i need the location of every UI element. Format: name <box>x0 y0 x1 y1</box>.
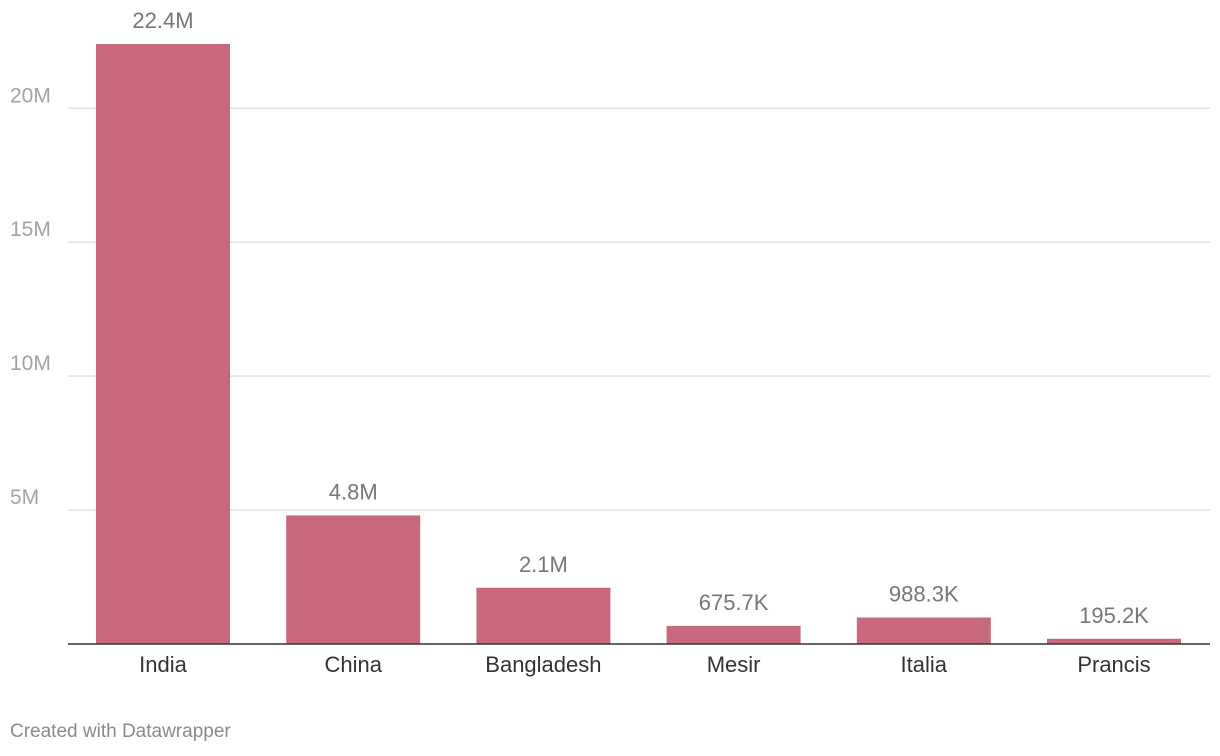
bar <box>856 617 991 644</box>
bars <box>96 44 1181 644</box>
bar-chart: 5M 10M 15M 20M India China Bangladesh Mesir Ita… <box>10 8 1210 677</box>
y-tick-label: 5M <box>10 486 39 509</box>
data-labels: 22.4M 4.8M 2.1M 675.7K 988.3K 195.2K <box>132 8 1149 628</box>
bar <box>286 515 421 644</box>
x-tick-label: China <box>324 652 382 677</box>
x-tick-label: Prancis <box>1077 652 1150 677</box>
data-label: 2.1M <box>519 552 568 577</box>
x-axis-tick-labels: India China Bangladesh Mesir Italia Prancis <box>139 652 1151 677</box>
y-tick-label: 10M <box>10 352 51 375</box>
y-axis-tick-labels: 5M 10M 15M 20M <box>10 84 51 509</box>
x-tick-label: Bangladesh <box>485 652 601 677</box>
y-tick-label: 20M <box>10 84 51 107</box>
x-tick-label: India <box>139 652 187 677</box>
bar <box>666 625 801 644</box>
grid-lines <box>68 107 1210 511</box>
bar <box>96 44 230 644</box>
data-label: 195.2K <box>1079 603 1149 628</box>
data-label: 988.3K <box>889 582 959 607</box>
credit-text: Created with Datawrapper <box>10 721 231 742</box>
bar <box>476 587 611 644</box>
x-tick-label: Mesir <box>707 652 761 677</box>
data-label: 22.4M <box>132 8 193 33</box>
y-tick-label: 15M <box>10 218 51 241</box>
bar <box>1047 638 1181 644</box>
x-tick-label: Italia <box>901 652 948 677</box>
data-label: 4.8M <box>329 479 378 504</box>
data-label: 675.7K <box>699 590 769 615</box>
